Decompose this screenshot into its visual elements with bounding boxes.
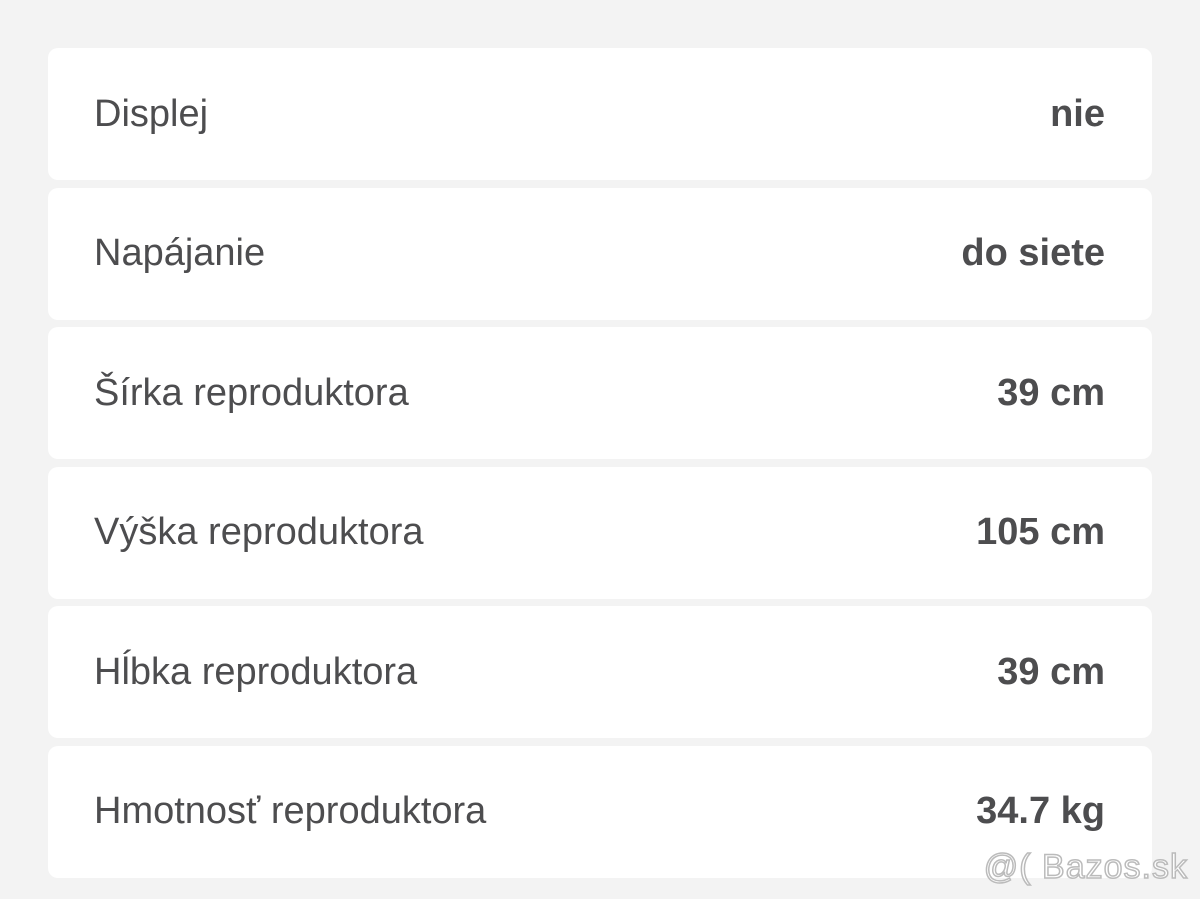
spec-label: Hĺbka reproduktora [94,650,418,693]
spec-row-display: Displej nie [48,48,1152,180]
spec-label: Napájanie [94,232,266,275]
spec-label: Hmotnosť reproduktora [94,790,487,833]
watermark: @( Bazos.sk [983,847,1188,887]
spec-value: 39 cm [997,371,1105,414]
spec-label: Šírka reproduktora [94,371,409,414]
spec-value: 34.7 kg [976,790,1105,833]
spec-value: 39 cm [997,650,1105,693]
spec-row-width: Šírka reproduktora 39 cm [48,327,1152,460]
spec-list: Displej nie Napájanie do siete Šírka repro… [48,48,1152,886]
spec-label: Displej [94,92,209,135]
spec-row-height: Výška reproduktora 105 cm [48,466,1152,599]
spec-row-power: Napájanie do siete [48,187,1152,320]
spec-row-depth: Hĺbka reproduktora 39 cm [48,606,1152,739]
spec-label: Výška reproduktora [94,511,424,554]
spec-value: 105 cm [976,511,1105,554]
spec-row-weight: Hmotnosť reproduktora 34.7 kg [48,745,1152,878]
spec-value: nie [1050,92,1105,135]
spec-value: do siete [961,232,1105,275]
